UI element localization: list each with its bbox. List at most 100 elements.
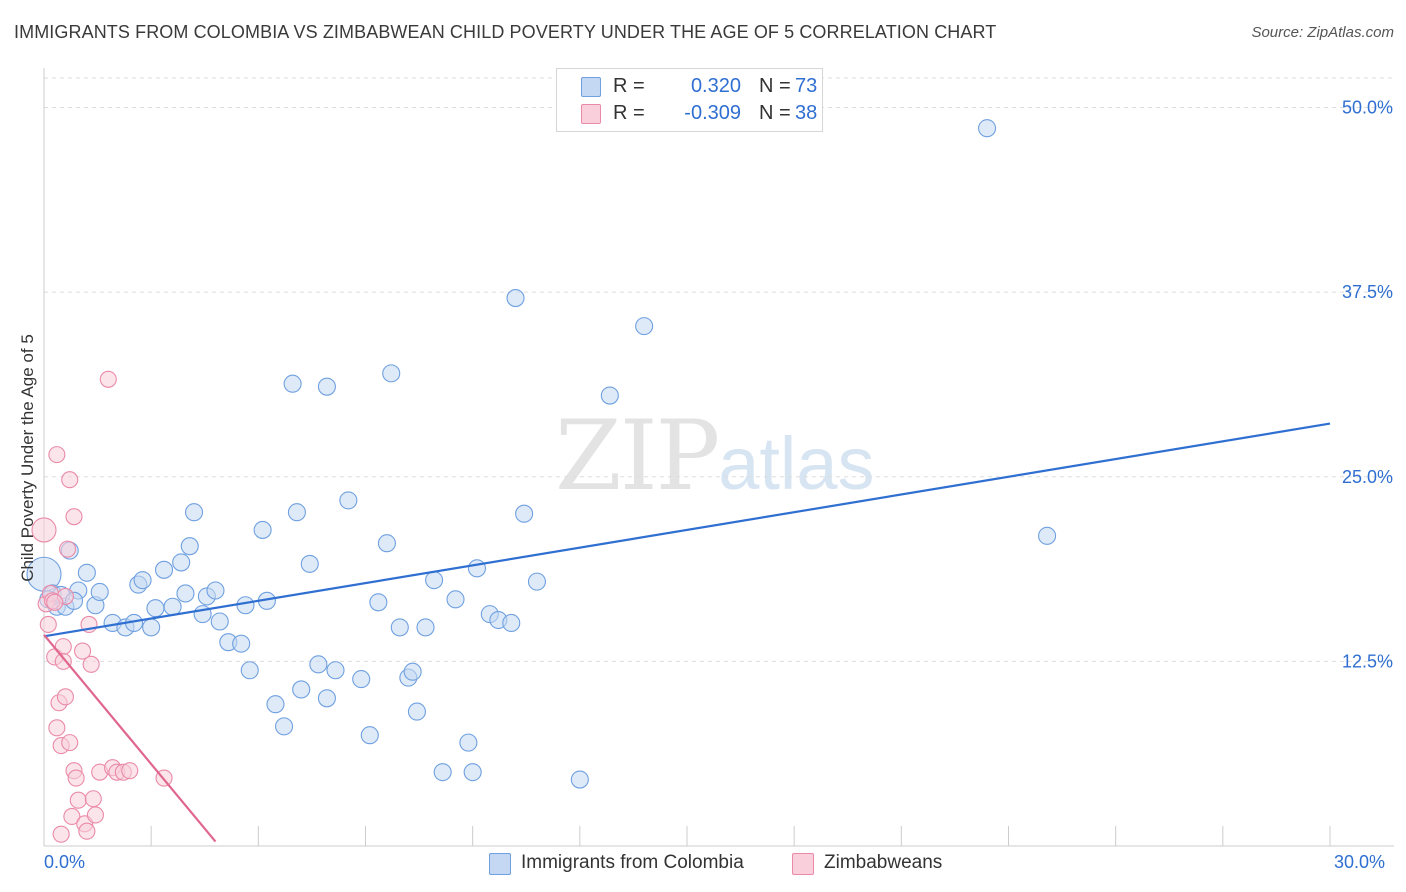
zimbabwe-point xyxy=(61,734,79,752)
colombia-point xyxy=(407,702,426,721)
y-tick-label: 12.5% xyxy=(1342,651,1393,671)
zimbabwe-point xyxy=(78,822,96,840)
colombia-point xyxy=(266,695,285,714)
x-tick-label-min: 0.0% xyxy=(44,852,86,872)
colombia-point xyxy=(309,655,328,674)
colombia-point xyxy=(527,572,547,591)
colombia-point xyxy=(180,537,199,556)
y-tick-label: 50.0% xyxy=(1342,98,1393,118)
colombia-point xyxy=(360,726,379,745)
chart-title: IMMIGRANTS FROM COLOMBIA VS ZIMBABWEAN C… xyxy=(14,22,997,42)
colombia-point xyxy=(154,560,174,579)
zimbabwe-trend-line xyxy=(43,634,217,843)
zimbabwe-point xyxy=(46,593,64,611)
colombia-point xyxy=(300,554,319,573)
colombia-point xyxy=(502,613,521,633)
colombia-point xyxy=(369,593,388,612)
colombia-point xyxy=(352,670,371,689)
zimbabwe-point xyxy=(31,517,57,543)
colombia-point xyxy=(463,763,482,782)
colombia-point xyxy=(506,289,525,308)
zimbabwe-point xyxy=(63,807,81,826)
colombia-point xyxy=(176,584,195,603)
colombia-point xyxy=(210,612,229,631)
colombia-point xyxy=(390,618,409,637)
n-value: 73 xyxy=(795,75,818,97)
colombia-point xyxy=(467,559,487,578)
colombia-point xyxy=(326,661,345,680)
n-label: N = xyxy=(759,75,791,97)
zimbabwe-point xyxy=(48,719,66,737)
zimbabwe-point xyxy=(67,769,85,787)
colombia-point xyxy=(403,662,422,681)
colombia-point xyxy=(317,377,336,396)
colombia-point xyxy=(446,590,465,609)
colombia-point xyxy=(232,634,251,653)
colombia-point xyxy=(382,364,401,383)
legend-swatch-colombia xyxy=(489,853,511,875)
swatch-colombia xyxy=(581,77,601,97)
colombia-point xyxy=(377,534,396,553)
colombia-point xyxy=(163,597,182,616)
swatch-zimbabwe xyxy=(581,104,601,124)
stats-legend: R = 0.320 N = 73 R = -0.309 N = 38 xyxy=(556,68,823,132)
colombia-point xyxy=(133,571,152,590)
colombia-point xyxy=(317,689,336,708)
zimbabwe-point xyxy=(39,615,57,634)
watermark: ZIPatlas xyxy=(555,400,875,512)
zimbabwe-point xyxy=(99,370,117,388)
zimbabwe-point xyxy=(65,508,83,526)
r-value: 0.320 xyxy=(690,75,741,97)
watermark-atlas: atlas xyxy=(718,422,875,505)
colombia-point xyxy=(275,717,294,736)
n-label: N = xyxy=(759,102,791,124)
y-axis-label: Child Poverty Under the Age of 5 xyxy=(18,334,37,582)
r-label: R = xyxy=(613,102,645,124)
zimbabwe-point xyxy=(82,655,100,673)
colombia-point xyxy=(978,119,997,138)
colombia-point xyxy=(236,596,255,615)
n-value: 38 xyxy=(795,102,818,124)
zimbabwe-point xyxy=(84,790,102,808)
zimbabwe-point xyxy=(54,652,72,670)
colombia-point xyxy=(570,770,589,789)
colombia-point xyxy=(90,582,109,602)
colombia-point xyxy=(416,618,435,637)
x-tick-label-max: 30.0% xyxy=(1334,852,1386,872)
zimbabwe-point xyxy=(86,806,104,824)
zimbabwe-point xyxy=(52,825,70,843)
colombia-point xyxy=(339,491,358,510)
colombia-point xyxy=(1038,526,1057,545)
legend-swatch-zimbabwe xyxy=(792,853,814,875)
r-value: -0.309 xyxy=(684,102,741,124)
colombia-point xyxy=(515,504,534,523)
zimbabwe-point xyxy=(56,688,74,706)
colombia-point xyxy=(142,618,161,637)
r-label: R = xyxy=(613,75,645,97)
colombia-point xyxy=(206,581,225,600)
colombia-point xyxy=(172,553,191,572)
y-tick-label: 37.5% xyxy=(1342,282,1393,302)
zimbabwe-point xyxy=(61,471,79,489)
colombia-point xyxy=(146,599,165,618)
zimbabwe-point xyxy=(74,642,92,660)
y-tick-label: 25.0% xyxy=(1342,467,1393,487)
colombia-point xyxy=(253,520,272,539)
colombia-point xyxy=(635,317,654,336)
source-label: Source: ZipAtlas.com xyxy=(1251,24,1394,41)
watermark-zip: ZIP xyxy=(555,400,720,512)
colombia-point xyxy=(240,661,259,680)
colombia-point xyxy=(283,374,302,393)
colombia-point xyxy=(287,503,306,522)
zimbabwe-point xyxy=(48,446,66,464)
series-legend: Immigrants from Colombia Zimbabweans xyxy=(0,851,1406,879)
colombia-point xyxy=(77,563,96,582)
colombia-trend-line xyxy=(43,422,1331,638)
legend-label-zimbabwe: Zimbabweans xyxy=(824,852,943,873)
colombia-point xyxy=(292,680,311,699)
colombia-point xyxy=(425,571,444,590)
colombia-point xyxy=(184,503,204,522)
colombia-point xyxy=(433,763,452,782)
colombia-point xyxy=(459,733,478,752)
